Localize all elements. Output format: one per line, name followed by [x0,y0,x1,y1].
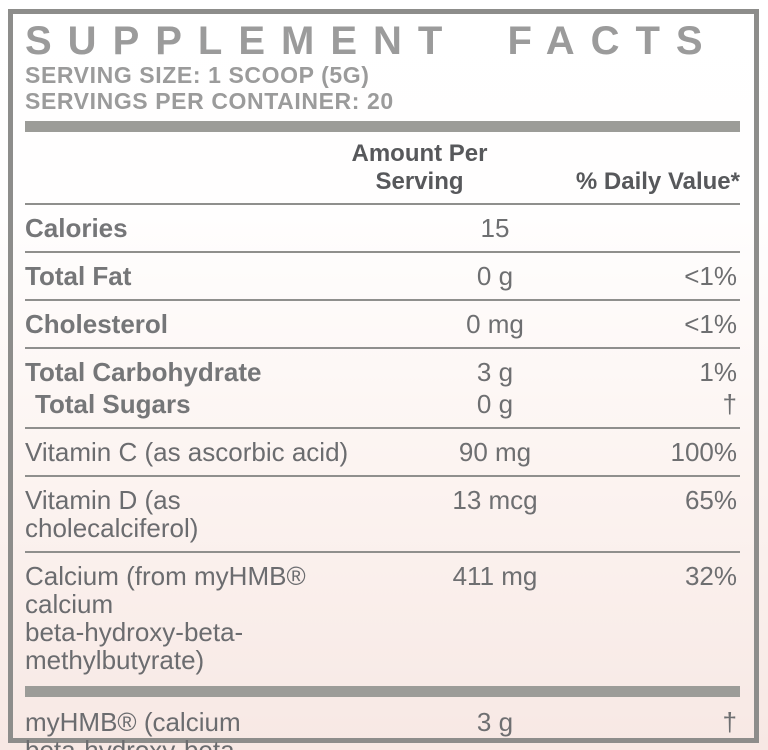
table-row-myhmb: myHMB® (calcium beta-hydroxy-beta-methyl… [25,700,740,750]
supplement-facts-label: SUPPLEMENT FACTS SERVING SIZE: 1 SCOOP (… [8,9,759,750]
nutrient-label: Vitamin C (as ascorbic acid) [25,437,349,467]
serving-size: SERVING SIZE: 1 SCOOP (5G) [25,62,370,88]
nutrient-daily-value: † [722,707,737,737]
column-header-amount-per-serving: Amount Per Serving [351,140,488,195]
nutrient-daily-value: 65% [684,485,737,515]
nutrient-amount: 0 g [476,389,514,419]
nutrient-label: Vitamin D (as cholecalciferol) [25,485,199,543]
nutrient-amount: 3 g [476,357,514,387]
nutrient-label: Total Fat [25,261,132,291]
nutrient-amount: 411 mg [452,561,538,591]
nutrient-amount: 3 g [476,707,514,737]
nutrient-daily-value: † [722,389,737,419]
nutrient-amount: 90 mg [458,437,532,467]
nutrient-label: Total Carbohydrate [25,357,262,387]
nutrient-daily-value: 100% [670,437,738,467]
nutrient-daily-value: <1% [684,261,737,291]
table-row-vitamin-c: Vitamin C (as ascorbic acid) 90 mg 100% [25,427,740,475]
table-row-calories: Calories 15 [25,203,740,251]
nutrient-daily-value: 1% [699,357,737,387]
nutrient-daily-value: 32% [684,561,737,591]
table-row-vitamin-d: Vitamin D (as cholecalciferol) 13 mcg 65… [25,475,740,551]
nutrient-amount: 13 mcg [452,485,538,515]
nutrient-label: Cholesterol [25,309,169,339]
separator-bar-above-hmb [25,686,740,697]
nutrient-amount: 0 mg [466,309,524,339]
nutrient-sublabel-total-sugars: Total Sugars [35,389,191,419]
nutrient-amount: 0 g [476,261,514,291]
nutrient-label: Calcium (from myHMB® calcium beta-hydrox… [25,561,306,675]
nutrient-daily-value: <1% [684,309,737,339]
table-row-cholesterol: Cholesterol 0 mg <1% [25,299,740,347]
column-header-percent-daily-value: % Daily Value* [575,168,740,195]
supplement-facts-title: SUPPLEMENT FACTS [25,19,719,63]
servings-per-container: SERVINGS PER CONTAINER: 20 [25,88,394,114]
table-row-total-fat: Total Fat 0 g <1% [25,251,740,299]
table-row-total-carbohydrate: Total Carbohydrate 3 g 1% Total Sugars 0… [25,347,740,427]
table-row-calcium: Calcium (from myHMB® calcium beta-hydrox… [25,551,740,683]
separator-bar-top [25,121,740,132]
nutrient-table: Calories 15 Total Fat 0 g <1% Cholestero… [25,203,740,750]
nutrient-label: myHMB® (calcium beta-hydroxy-beta-methyl… [25,707,244,750]
table-header-row: Amount Per Serving % Daily Value* [25,135,740,203]
nutrient-amount: 15 [480,213,510,243]
nutrient-label: Calories [25,213,128,243]
